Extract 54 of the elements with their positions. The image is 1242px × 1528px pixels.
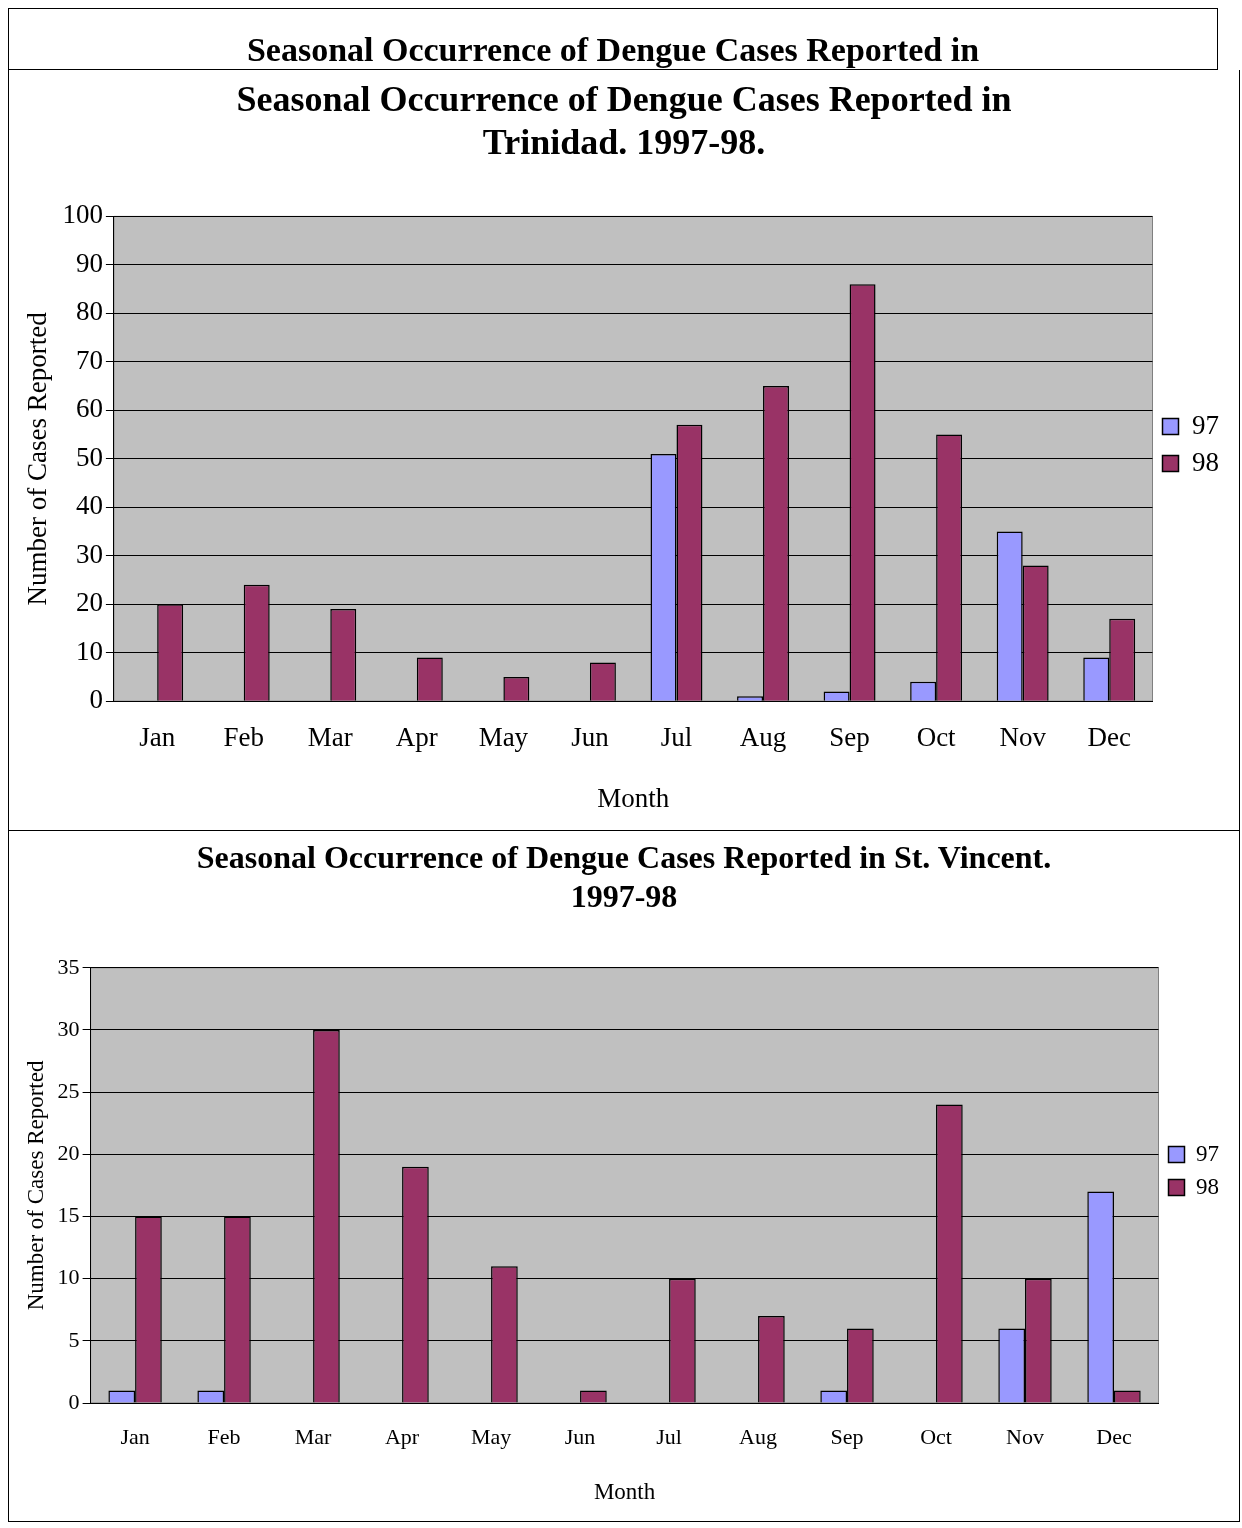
y-axis-title: Number of Cases Reported [22,1060,48,1311]
x-tick-label: Oct [920,1423,952,1449]
x-tick-label: Mar [307,722,353,753]
y-axis-title: Number of Cases Reported [22,311,53,606]
x-tick-label: Jul [660,722,693,753]
y-tick-label: 15 [57,1202,80,1228]
x-tick-label: Nov [999,722,1047,753]
y-tick-label: 70 [75,344,103,375]
y-tick-label: 30 [75,538,103,569]
x-tick-label: Feb [207,1423,241,1449]
x-tick-label: Aug [739,1423,777,1449]
x-tick-label: Nov [1006,1423,1044,1449]
y-tick-label: 0 [68,1388,80,1414]
x-tick-label: Feb [223,722,264,753]
legend-label: 97 [1196,1140,1219,1166]
y-tick-label: 30 [57,1015,80,1041]
x-tick-label: May [478,722,529,753]
x-tick-label: Jan [120,1423,150,1449]
legend-label: 97 [1192,409,1219,440]
x-tick-label: May [470,1423,512,1449]
y-tick-label: 20 [75,587,103,618]
x-axis-title: Month [597,782,670,813]
x-tick-label: Apr [384,1423,420,1449]
x-tick-label: Aug [739,722,787,753]
y-tick-label: 60 [75,393,103,424]
legend-label: 98 [1196,1173,1219,1199]
x-tick-label: Mar [294,1423,333,1449]
legend-label: 98 [1192,446,1219,477]
x-tick-label: Dec [1096,1423,1132,1449]
chart-title: Seasonal Occurrence of Dengue Cases Reported in Trinidad. 1997-98. [236,78,1012,163]
x-tick-label: Jun [564,1423,596,1449]
y-tick-label: 0 [89,684,103,715]
y-tick-label: 50 [75,441,103,472]
x-tick-label: Jun [571,722,610,753]
chart-title: Seasonal Occurrence of Dengue Cases Reported in St. Vincent. 1997-98 [196,839,1052,914]
x-tick-label: Jan [139,722,176,753]
y-tick-label: 90 [75,247,103,278]
y-tick-label: 10 [57,1264,80,1290]
x-tick-label: Sep [829,722,870,753]
y-tick-label: 35 [57,953,80,979]
x-tick-label: Oct [916,722,957,753]
y-tick-label: 40 [75,490,103,521]
text: Seasonal Occurrence of Dengue Cases Reported in [246,31,980,69]
y-tick-label: 20 [57,1140,80,1166]
y-tick-label: 100 [62,199,103,230]
x-tick-label: Sep [830,1423,864,1449]
x-axis-title: Month [593,1479,656,1505]
y-tick-label: 80 [75,296,103,327]
y-tick-label: 10 [75,635,103,666]
x-tick-label: Apr [395,722,438,753]
y-tick-label: 25 [57,1077,80,1103]
x-tick-label: Jul [656,1423,682,1449]
y-tick-label: 5 [68,1326,80,1352]
x-tick-label: Dec [1087,722,1131,753]
